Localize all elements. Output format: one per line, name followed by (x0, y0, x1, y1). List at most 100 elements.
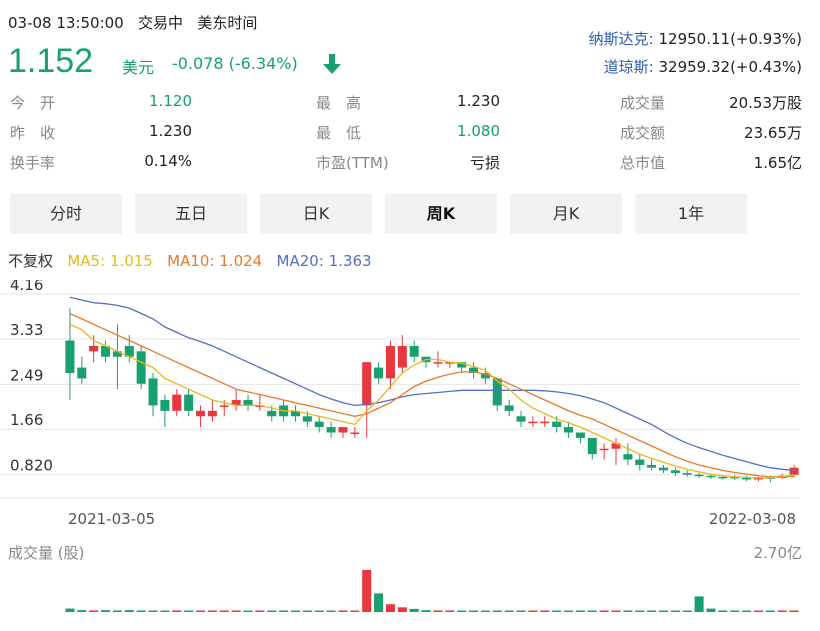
tab-0[interactable]: 分时 (10, 194, 122, 234)
ma10-label: MA10: 1.024 (167, 252, 263, 270)
ma10-line (69, 312, 795, 478)
candle-body (326, 427, 336, 433)
stat-value: 1.230 (457, 92, 500, 110)
volume-bar (516, 610, 526, 612)
volume-bar (658, 610, 668, 612)
volume-bar (65, 608, 75, 612)
tab-2[interactable]: 日K (260, 194, 372, 234)
candle-body (385, 345, 395, 379)
datetime-text: 03-08 13:50:00 (8, 14, 124, 32)
candle-body (196, 410, 206, 417)
candle-body (160, 400, 170, 411)
volume-bar (207, 610, 217, 612)
candle-body (742, 477, 752, 480)
volume-bar (587, 610, 597, 612)
index-nasdaq[interactable]: 纳斯达克: 12950.11(+0.93%) (589, 28, 802, 49)
candle-body (658, 467, 668, 471)
stat-value: 1.080 (457, 122, 500, 140)
candle-body (338, 427, 348, 433)
stat-label: 成交量 (620, 94, 666, 112)
adjust-mode[interactable]: 不复权 (8, 252, 54, 270)
candle-body (290, 410, 300, 417)
volume-bar (112, 610, 122, 612)
volume-bar (290, 610, 300, 612)
index-name[interactable]: 道琼斯: (603, 58, 654, 76)
y-tick-label: 1.66 (10, 411, 43, 429)
stat-label: 最 低 (316, 124, 362, 142)
volume-bar (314, 610, 324, 612)
stat-value: 23.65万 (744, 124, 802, 142)
candle-body (599, 448, 609, 451)
volume-bar (469, 610, 479, 612)
volume-bar (789, 610, 799, 612)
volume-label: 成交量 (股) (8, 544, 84, 562)
ma20-line (69, 296, 795, 472)
index-dow[interactable]: 道琼斯: 32959.32(+0.43%) (604, 56, 802, 77)
volume-bar (421, 610, 431, 612)
candle-body (492, 378, 502, 406)
volume-bar (575, 610, 585, 612)
candle-body (480, 372, 490, 379)
candle-body (623, 454, 633, 460)
candle-body (136, 351, 146, 384)
ma20-label: MA20: 1.363 (276, 252, 372, 270)
volume-bar (611, 610, 621, 612)
candle-body (718, 476, 728, 479)
ma5-label: MA5: 1.015 (67, 252, 153, 270)
x-tick-label: 2022-03-08 (709, 510, 796, 528)
volume-bar (101, 610, 111, 612)
tab-1[interactable]: 五日 (135, 194, 247, 234)
stat-label: 今 开 (10, 94, 56, 112)
candle-body (350, 432, 360, 434)
price-change: -0.078 (-6.34%) (172, 54, 298, 73)
candle-body (730, 476, 740, 479)
tab-5[interactable]: 1年 (635, 194, 747, 234)
volume-bar (777, 610, 787, 612)
candle-body (647, 464, 657, 468)
candle-body (397, 345, 407, 368)
candle-body (267, 410, 277, 417)
y-tick-label: 2.49 (10, 366, 43, 384)
candle-body (101, 345, 111, 357)
candlestick-chart[interactable]: 4.16 3.33 2.49 1.66 0.820 2021-03-05 2022-03-0… (0, 280, 820, 530)
volume-bar (172, 610, 182, 612)
volume-bar (243, 610, 253, 612)
stat-value: 1.65亿 (753, 154, 802, 172)
candle-body (516, 416, 526, 422)
volume-bar (326, 610, 336, 612)
candle-body (611, 443, 621, 449)
volume-bar (564, 610, 574, 612)
candle-body (184, 394, 194, 411)
candle-body (575, 432, 585, 438)
tab-4[interactable]: 月K (510, 194, 622, 234)
volume-bar (255, 610, 265, 612)
volume-bar (160, 610, 170, 612)
candle-body (635, 459, 645, 465)
y-tick-label: 0.820 (10, 457, 53, 475)
volume-bar (635, 610, 645, 612)
volume-bar (552, 610, 562, 612)
volume-bar (362, 570, 372, 612)
stat-label: 成交额 (620, 124, 666, 142)
volume-bar (682, 610, 692, 612)
candle-body (302, 416, 312, 422)
volume-max-label: 2.70亿 (754, 544, 802, 562)
index-name[interactable]: 纳斯达克: (588, 30, 654, 48)
candle-body (314, 421, 324, 428)
volume-bar (350, 610, 360, 612)
volume-bar (338, 610, 348, 612)
stat-value: 1.120 (149, 92, 192, 110)
volume-bar (409, 608, 419, 612)
volume-bar (599, 610, 609, 612)
candle-body (540, 421, 550, 424)
y-tick-label: 4.16 (10, 280, 43, 294)
volume-bar (184, 610, 194, 612)
volume-bar (706, 608, 716, 612)
tab-3[interactable]: 周K (385, 194, 497, 234)
candle-body (374, 367, 384, 379)
volume-bar (231, 610, 241, 612)
price-unit: 美元 (122, 58, 155, 77)
volume-bar (136, 610, 146, 612)
volume-chart[interactable]: 成交量 (股) 2.70亿 (0, 544, 820, 630)
candle-body (445, 362, 455, 364)
